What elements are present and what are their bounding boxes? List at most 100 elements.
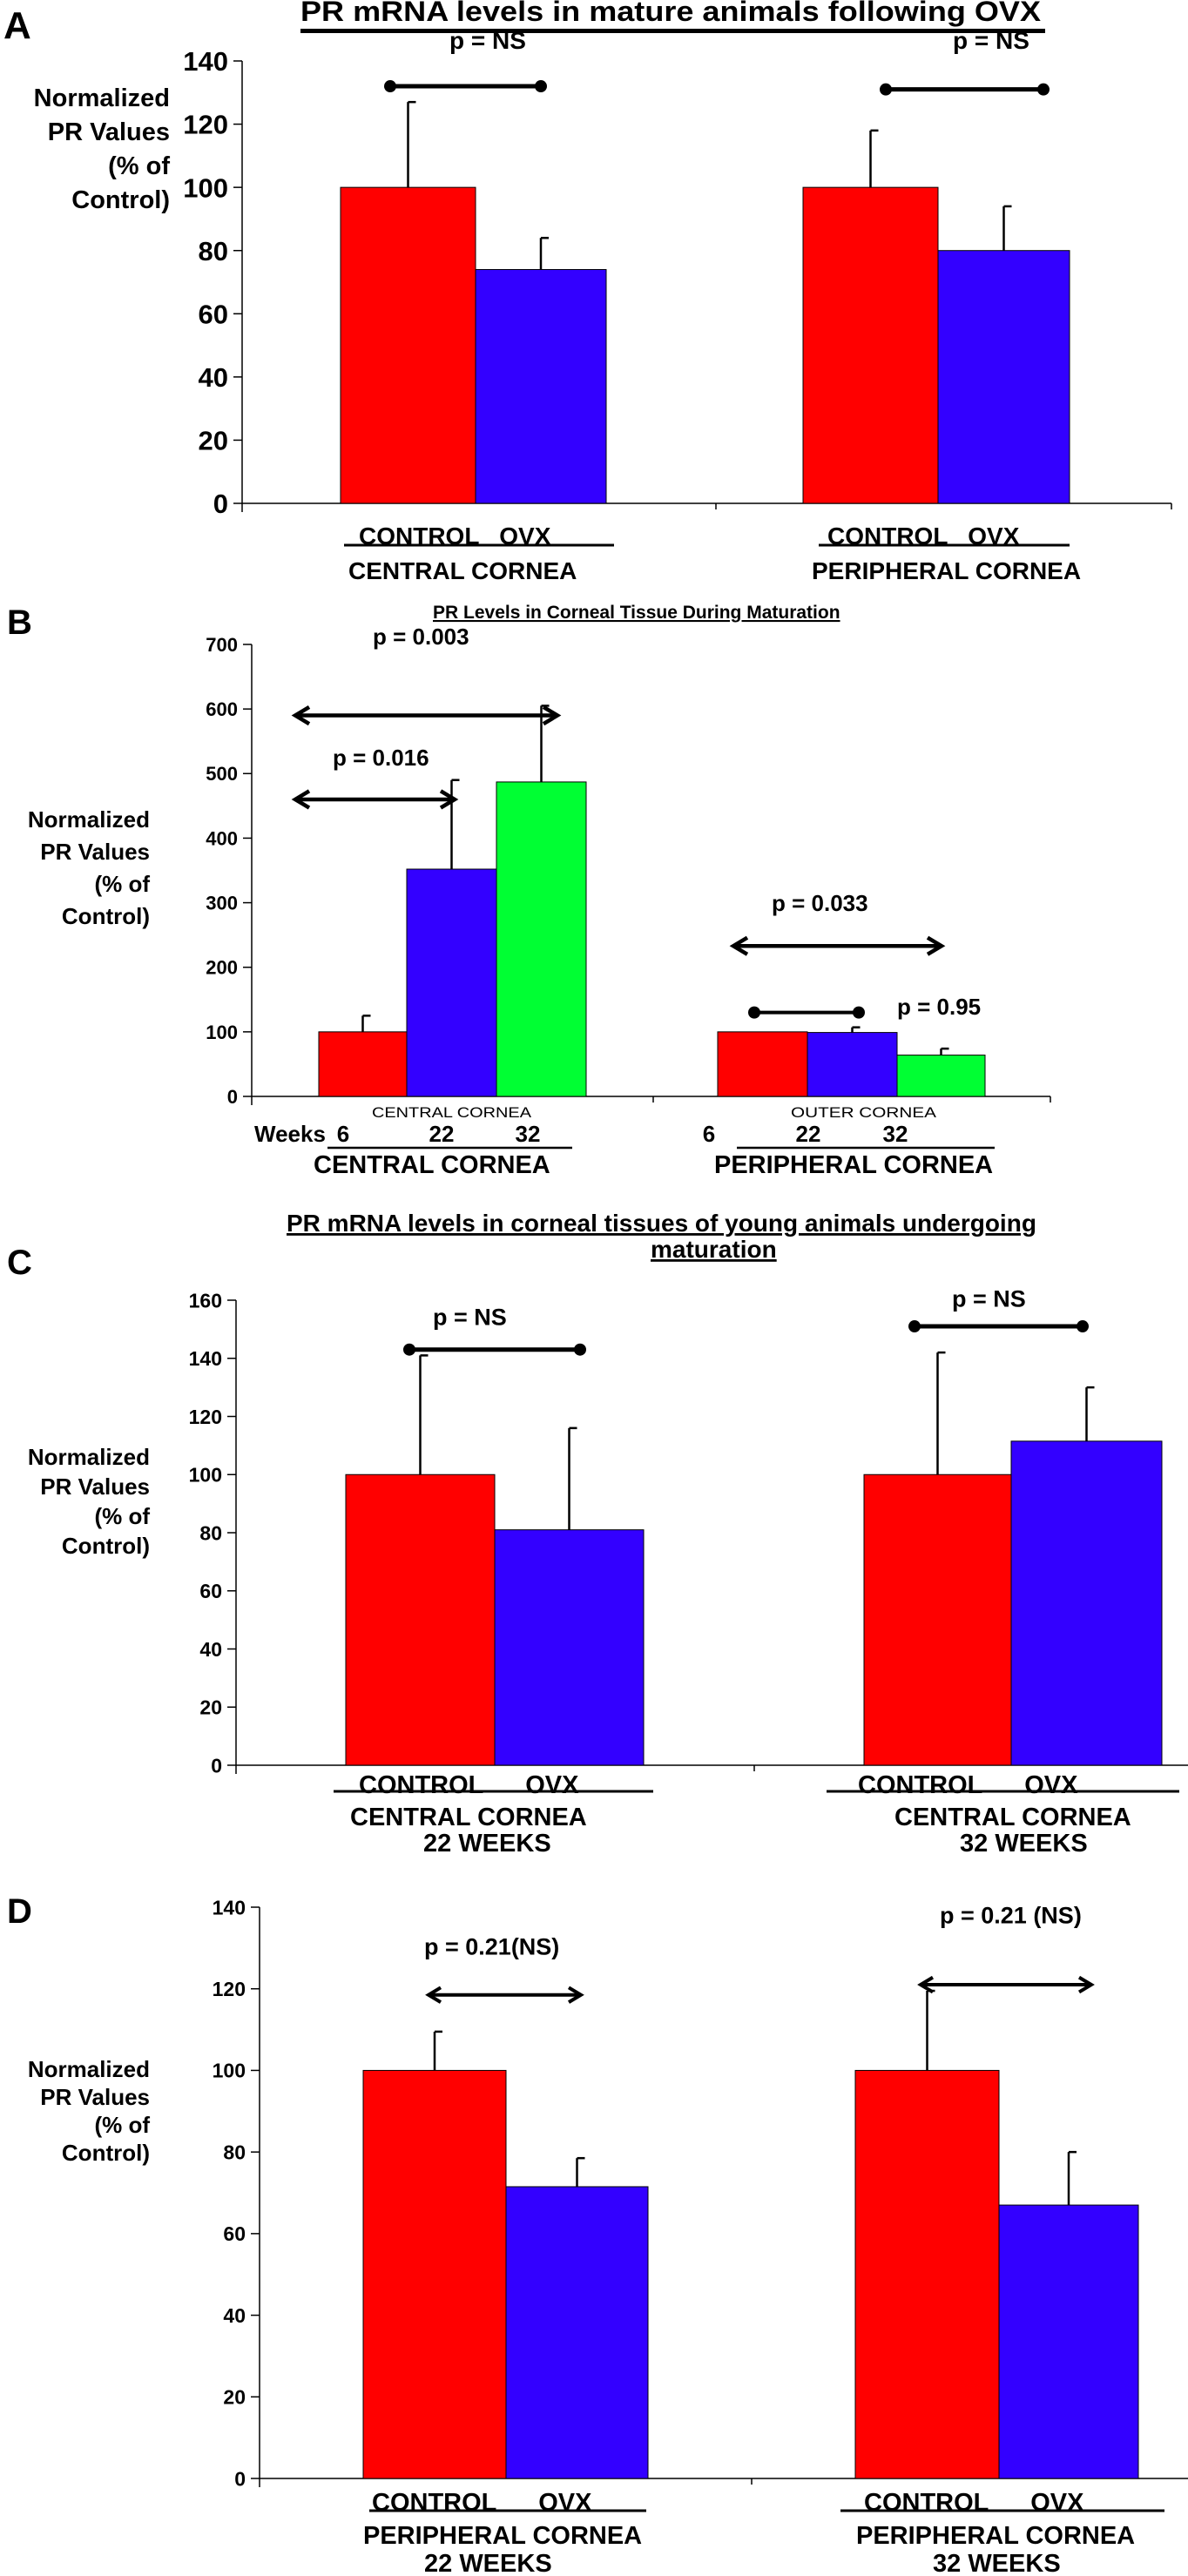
p-value-label: p = 0.033 (772, 890, 868, 916)
y-axis-label-line: (% of (94, 1503, 150, 1529)
p-value-label: p = NS (449, 27, 526, 54)
significance-arrow-head-left (291, 789, 311, 810)
y-tick-label: 100 (213, 2060, 246, 2082)
y-tick-label: 600 (206, 698, 238, 720)
chart-title-c-line1: PR mRNA levels in corneal tissues of you… (287, 1210, 1036, 1237)
y-axis-label-line: (% of (108, 152, 170, 180)
y-tick-label: 80 (199, 236, 228, 266)
y-tick-label: 0 (211, 1754, 222, 1777)
y-tick-label: 100 (183, 172, 228, 203)
y-tick-label: 100 (206, 1022, 238, 1043)
y-tick-label: 0 (227, 1086, 238, 1108)
panel-letter-c: C (7, 1244, 32, 1282)
y-tick-label: 40 (223, 2304, 246, 2327)
x-group-label-weeks: 32 WEEKS (960, 1830, 1088, 1858)
x-group-label: CENTRAL CORNEA (348, 557, 577, 584)
bar-ovx (1010, 1440, 1163, 1766)
bar-week32 (896, 1055, 986, 1097)
significance-arrow-head-right (542, 705, 562, 726)
y-axis-label-line: (% of (94, 871, 150, 897)
significance-bracket-dot-right (574, 1343, 586, 1356)
y-axis-label-line: Normalized (28, 2056, 150, 2082)
significance-bracket-dot-left (908, 1320, 921, 1333)
bar-control (802, 186, 939, 504)
significance-bracket-dot-left (880, 83, 892, 96)
panel-a: Normalized PR Values (% of Control) 0 20 40 60 8… (34, 27, 1172, 584)
y-tick-label: 0 (234, 2467, 246, 2490)
y-tick-label: 500 (206, 763, 238, 785)
p-value-label: p = 0.003 (373, 624, 469, 650)
y-tick-label: 160 (189, 1289, 222, 1312)
y-tick-label: 60 (199, 299, 228, 329)
significance-arrow-head-left (291, 705, 311, 726)
bar-control (345, 1473, 496, 1766)
bar-ovx (475, 268, 607, 504)
x-group-sublabels: CONTROL OVX (858, 1771, 1078, 1799)
bar-control (863, 1473, 1012, 1766)
y-tick-label: 0 (213, 489, 228, 519)
y-axis-label-line: (% of (94, 2112, 150, 2138)
y-axis-label-line: Normalized (28, 1444, 150, 1470)
p-value-label: p = 0.95 (897, 994, 981, 1020)
y-tick-label: 40 (199, 1638, 222, 1661)
y-axis-label-line: PR Values (40, 1473, 150, 1500)
p-value-label: p = NS (433, 1304, 507, 1330)
week-tick-label: 6 (337, 1121, 349, 1147)
x-group-sublabel: CENTRAL CORNEA (372, 1104, 532, 1121)
x-group-label: PERIPHERAL CORNEA (856, 2522, 1135, 2550)
y-tick-label: 700 (206, 634, 238, 656)
x-group-sublabels: CONTROL OVX (372, 2489, 592, 2517)
x-group-sublabels: CONTROL OVX (359, 1771, 579, 1799)
y-axis-label-line: PR Values (40, 839, 150, 865)
x-group-label-weeks: 22 WEEKS (424, 2550, 552, 2576)
y-tick-label: 120 (189, 1406, 222, 1428)
x-group-label: PERIPHERAL CORNEA (812, 557, 1081, 584)
x-group-label-weeks: 32 WEEKS (933, 2550, 1061, 2576)
weeks-label: Weeks (254, 1121, 326, 1147)
y-tick-label: 80 (199, 1521, 222, 1544)
bar-ovx (807, 1032, 898, 1097)
y-tick-label: 20 (223, 2386, 246, 2409)
y-tick-label: 20 (199, 426, 228, 456)
y-tick-label: 120 (183, 110, 228, 140)
x-group-label-weeks: 22 WEEKS (423, 1830, 551, 1858)
y-tick-label: 200 (206, 957, 238, 979)
x-group-label: PERIPHERAL CORNEA (363, 2522, 642, 2550)
y-axis-label-line: Control) (62, 2140, 150, 2166)
y-axis-label-line: Control) (62, 903, 150, 929)
y-tick-label: 300 (206, 892, 238, 914)
bar-control (340, 186, 476, 504)
y-tick-label: 60 (199, 1580, 222, 1602)
y-tick-label: 60 (223, 2222, 246, 2245)
title-underline-a (300, 29, 1045, 33)
panel-letter-d: D (7, 1892, 32, 1931)
significance-bracket-dot-right (853, 1006, 865, 1019)
week-tick-label: 22 (429, 1121, 455, 1147)
y-axis-label-line: Normalized (34, 84, 170, 112)
chart-title-a: PR mRNA levels in mature animals followi… (300, 0, 1042, 27)
y-axis-label-line: Normalized (28, 806, 150, 833)
panel-letter-b: B (7, 604, 32, 642)
bar-control (318, 1031, 408, 1097)
bar-ovx (505, 2186, 649, 2479)
significance-bracket-dot-left (403, 1343, 415, 1356)
significance-bracket-dot-left (748, 1006, 760, 1019)
y-tick-label: 140 (213, 1896, 246, 1919)
chart-title-c-line2: maturation (651, 1236, 777, 1263)
bar-ovx (937, 250, 1070, 504)
week-tick-label: 22 (796, 1121, 821, 1147)
x-group-sublabel: OUTER CORNEA (791, 1104, 937, 1121)
significance-arrow-head-left (425, 1986, 442, 2004)
panel-c: Normalized PR Values (% of Control) 0 20 40 60 8… (28, 1285, 1188, 1858)
y-tick-label: 120 (213, 1978, 246, 2000)
p-value-label: p = NS (952, 1285, 1026, 1312)
x-group-label: CENTRAL CORNEA (314, 1151, 550, 1179)
y-tick-label: 140 (189, 1347, 222, 1370)
x-group-label: CENTRAL CORNEA (894, 1804, 1131, 1831)
significance-bracket-dot-right (1077, 1320, 1089, 1333)
bar-control (717, 1031, 808, 1097)
significance-arrow-head-right (439, 789, 459, 810)
y-axis-label-line: Control) (62, 1533, 150, 1559)
panel-b: Normalized PR Values (% of Control) 0 100 200 3… (28, 624, 1051, 1179)
